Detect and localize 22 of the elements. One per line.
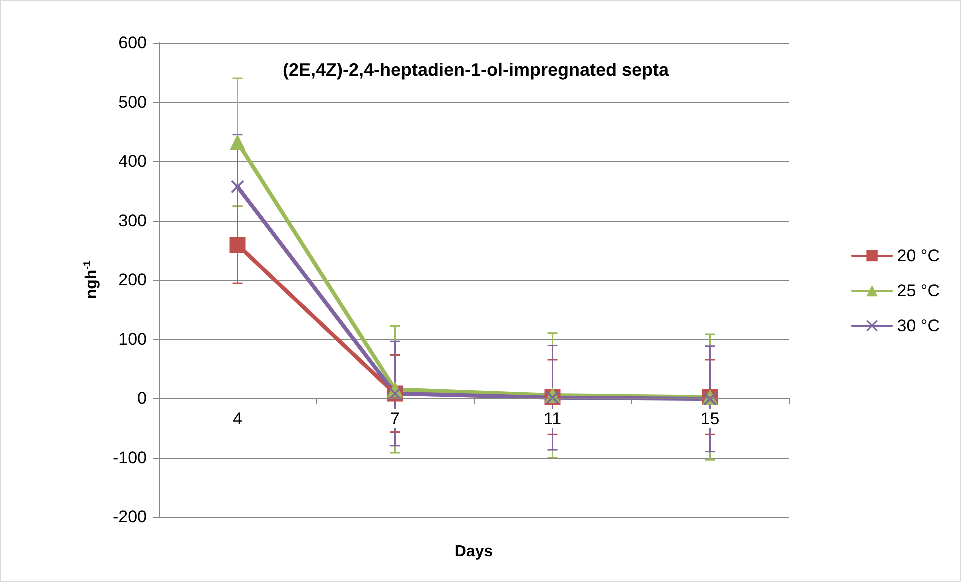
y-tick-label: 600 bbox=[118, 34, 147, 52]
y-axis-title: ngh-1 bbox=[82, 260, 100, 300]
y-tick-label: -100 bbox=[112, 448, 147, 468]
y-tick-label: -200 bbox=[112, 508, 147, 526]
y-tick-label: 400 bbox=[118, 152, 147, 171]
x-tick-label: 15 bbox=[700, 410, 720, 428]
point bbox=[230, 134, 246, 151]
y-tick-label: 300 bbox=[118, 211, 147, 230]
legend-label: 25 °C bbox=[897, 282, 940, 300]
legend-label: 20 °C bbox=[897, 246, 940, 266]
y-tick-label: 500 bbox=[118, 92, 147, 112]
x-tick-label: 7 bbox=[390, 410, 400, 428]
x-axis-title: Days bbox=[454, 544, 494, 560]
text: (2E,4Z)-2,4-heptadien-1-ol-impregnated septa bbox=[282, 60, 670, 80]
x-tick-label: 4 bbox=[233, 410, 242, 428]
legend-label: 30 °C bbox=[897, 316, 940, 336]
y-tick-label: 200 bbox=[118, 270, 147, 290]
x-tick-label: 11 bbox=[544, 410, 562, 428]
point bbox=[231, 180, 244, 194]
y-tick-label: 100 bbox=[118, 330, 147, 349]
point bbox=[230, 237, 246, 254]
y-tick-label: 0 bbox=[138, 389, 147, 408]
